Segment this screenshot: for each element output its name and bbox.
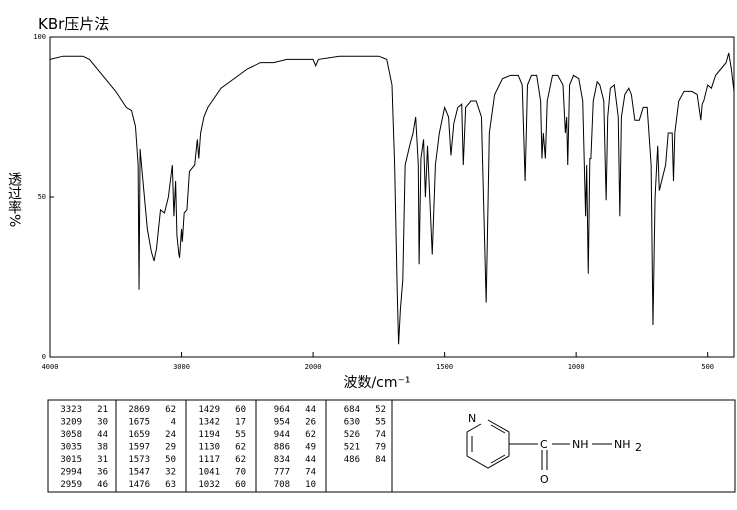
peak-wavenumber: 486 <box>344 455 360 465</box>
peak-wavenumber: 777 <box>274 468 290 478</box>
peak-transmittance: 44 <box>305 405 316 415</box>
peak-wavenumber: 526 <box>344 430 360 440</box>
peak-transmittance: 26 <box>305 418 316 428</box>
peak-wavenumber: 964 <box>274 405 290 415</box>
peak-wavenumber: 2959 <box>60 480 82 490</box>
table-dividers <box>115 400 393 492</box>
peak-transmittance: 74 <box>305 468 316 478</box>
x-tick-label: 1500 <box>436 363 453 371</box>
peak-transmittance: 63 <box>165 480 176 490</box>
peak-transmittance: 62 <box>165 405 176 415</box>
peak-wavenumber: 3058 <box>60 430 82 440</box>
y-tick-label: 100 <box>33 33 46 41</box>
peak-wavenumber: 1130 <box>198 443 220 453</box>
peak-wavenumber: 1675 <box>128 418 150 428</box>
peak-transmittance: 74 <box>375 430 386 440</box>
peak-transmittance: 30 <box>97 418 108 428</box>
peak-wavenumber: 684 <box>344 405 360 415</box>
peak-wavenumber: 886 <box>274 443 290 453</box>
peak-transmittance: 4 <box>171 418 176 428</box>
peak-wavenumber: 1194 <box>198 430 220 440</box>
peak-transmittance: 60 <box>235 405 246 415</box>
peak-wavenumber: 944 <box>274 430 290 440</box>
peak-wavenumber: 3035 <box>60 443 82 453</box>
peak-transmittance: 17 <box>235 418 246 428</box>
peak-wavenumber: 1597 <box>128 443 150 453</box>
x-tick-label: 3000 <box>173 363 190 371</box>
peak-wavenumber: 954 <box>274 418 290 428</box>
peak-wavenumber: 2994 <box>60 468 82 478</box>
peak-wavenumber: 630 <box>344 418 360 428</box>
peak-transmittance: 10 <box>305 480 316 490</box>
peak-wavenumber: 521 <box>344 443 360 453</box>
peak-wavenumber: 1429 <box>198 405 220 415</box>
ring-double <box>490 424 506 434</box>
atom-label: NH <box>572 438 589 451</box>
peak-wavenumber: 3209 <box>60 418 82 428</box>
peak-transmittance: 44 <box>97 430 108 440</box>
peak-wavenumber: 3015 <box>60 455 82 465</box>
ring-double <box>490 454 506 464</box>
x-axis-label: 波数/cm⁻¹ <box>343 375 410 391</box>
peak-transmittance: 24 <box>165 430 176 440</box>
peak-transmittance: 70 <box>235 468 246 478</box>
peak-transmittance: 44 <box>305 455 316 465</box>
atom-label: O <box>540 473 549 486</box>
peak-wavenumber: 1041 <box>198 468 220 478</box>
peak-wavenumber: 1573 <box>128 455 150 465</box>
peak-wavenumber: 1476 <box>128 480 150 490</box>
x-tick-label: 1000 <box>568 363 585 371</box>
peak-transmittance: 62 <box>305 430 316 440</box>
y-tick-label: 0 <box>42 353 46 361</box>
peak-wavenumber: 834 <box>274 455 290 465</box>
x-tick-label: 500 <box>701 363 714 371</box>
chart-title: KBr压片法 <box>38 15 109 33</box>
atom-label: NH <box>614 438 631 451</box>
peak-wavenumber: 3323 <box>60 405 82 415</box>
x-tick-label: 4000 <box>42 363 59 371</box>
peak-transmittance: 62 <box>235 455 246 465</box>
atom-label: N <box>468 412 476 425</box>
peak-transmittance: 32 <box>165 468 176 478</box>
peak-transmittance: 52 <box>375 405 386 415</box>
peak-wavenumber: 708 <box>274 480 290 490</box>
peak-transmittance: 29 <box>165 443 176 453</box>
peak-transmittance: 79 <box>375 443 386 453</box>
atom-subscript: 2 <box>635 441 642 454</box>
x-tick-label: 2000 <box>305 363 322 371</box>
peak-wavenumber: 1342 <box>198 418 220 428</box>
peak-wavenumber: 2869 <box>128 405 150 415</box>
peak-transmittance: 36 <box>97 468 108 478</box>
peak-transmittance: 31 <box>97 455 108 465</box>
peak-transmittance: 62 <box>235 443 246 453</box>
peak-transmittance: 38 <box>97 443 108 453</box>
structure-bonds <box>466 419 612 470</box>
spectrum-line <box>49 52 735 345</box>
peak-transmittance: 50 <box>165 455 176 465</box>
peak-transmittance: 46 <box>97 480 108 490</box>
peak-wavenumber: 1659 <box>128 430 150 440</box>
peak-transmittance: 49 <box>305 443 316 453</box>
ring <box>466 419 510 469</box>
peak-transmittance: 84 <box>375 455 386 465</box>
peak-transmittance: 21 <box>97 405 108 415</box>
atom-label: C <box>540 438 548 451</box>
peak-transmittance: 55 <box>235 430 246 440</box>
y-axis-label: 透过率% <box>6 172 22 227</box>
y-tick-label: 50 <box>38 193 46 201</box>
peak-wavenumber: 1117 <box>198 455 220 465</box>
peak-transmittance: 60 <box>235 480 246 490</box>
peak-wavenumber: 1547 <box>128 468 150 478</box>
peak-wavenumber: 1032 <box>198 480 220 490</box>
peak-transmittance: 55 <box>375 418 386 428</box>
